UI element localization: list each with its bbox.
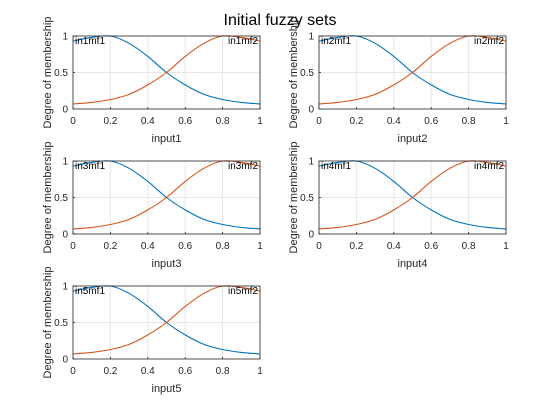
subplot-3: 0 0.2 0.4 0.6 0.8 1 0 0.5 1 input3 Degree of membe… (42, 142, 263, 270)
y-axis-label: Degree of membership (288, 142, 300, 254)
mf-label: in1mf2 (228, 36, 258, 47)
mf-label: in5mf2 (228, 286, 258, 297)
y-tick-label: 1 (62, 282, 68, 293)
y-tick-label: 0 (308, 105, 314, 116)
x-tick-label: 0.2 (349, 241, 363, 252)
mf-label: in1mf1 (75, 36, 105, 47)
x-tick-label: 0.8 (216, 241, 230, 252)
x-tick-label: 0.6 (178, 241, 192, 252)
subplot-2: 0 0.2 0.4 0.6 0.8 1 0 0.5 1 input2 Degree of membe… (288, 17, 509, 145)
y-tick-label: 0.5 (54, 193, 68, 204)
y-tick-label: 1 (62, 32, 68, 43)
subplot-1: 0 0.2 0.4 0.6 0.8 1 0 0.5 1 input1 Degree of membe… (42, 17, 263, 145)
y-tick-label: 0.5 (300, 68, 314, 79)
y-tick-label: 0.5 (54, 318, 68, 329)
x-tick-label: 0.6 (424, 241, 438, 252)
x-tick-label: 0 (316, 116, 322, 127)
x-tick-label: 0.4 (141, 241, 155, 252)
y-tick-label: 0 (62, 105, 68, 116)
mf-label: in3mf2 (228, 161, 258, 172)
y-tick-label: 1 (62, 157, 68, 168)
x-tick-label: 1 (503, 116, 509, 127)
x-tick-label: 0 (70, 241, 76, 252)
x-axis-label: input5 (152, 383, 182, 395)
x-axis-label: input1 (152, 133, 182, 145)
subplot-5: 0 0.2 0.4 0.6 0.8 1 0 0.5 1 input5 Degree of membe… (42, 267, 263, 395)
subplot-4: 0 0.2 0.4 0.6 0.8 1 0 0.5 1 input4 Degree of membe… (288, 142, 509, 270)
figure-title: Initial fuzzy sets (224, 12, 337, 29)
x-axis-label: input2 (398, 133, 428, 145)
y-tick-label: 0.5 (54, 68, 68, 79)
x-tick-label: 0.2 (103, 116, 117, 127)
y-tick-label: 0 (62, 230, 68, 241)
x-tick-label: 0.4 (141, 366, 155, 377)
x-tick-label: 1 (257, 116, 263, 127)
x-tick-label: 1 (503, 241, 509, 252)
y-tick-label: 1 (308, 32, 314, 43)
x-tick-label: 0.2 (349, 116, 363, 127)
x-tick-label: 0 (70, 116, 76, 127)
x-tick-label: 0.2 (103, 241, 117, 252)
mf-label: in4mf1 (321, 161, 351, 172)
x-tick-label: 1 (257, 366, 263, 377)
mf-label: in5mf1 (75, 286, 105, 297)
y-axis-label: Degree of membership (288, 17, 300, 129)
x-tick-label: 0 (70, 366, 76, 377)
x-tick-label: 0.8 (462, 116, 476, 127)
y-axis-label: Degree of membership (42, 17, 54, 129)
x-tick-label: 0 (316, 241, 322, 252)
x-tick-label: 1 (257, 241, 263, 252)
x-tick-label: 0.8 (216, 366, 230, 377)
x-tick-label: 0.4 (387, 241, 401, 252)
x-tick-label: 0.6 (178, 116, 192, 127)
x-tick-label: 0.4 (387, 116, 401, 127)
x-tick-label: 0.8 (462, 241, 476, 252)
y-tick-label: 0 (62, 355, 68, 366)
y-tick-label: 0 (308, 230, 314, 241)
subplot-grid: 0 0.2 0.4 0.6 0.8 1 0 0.5 1 input1 Degree of membe… (42, 17, 509, 395)
y-tick-label: 1 (308, 157, 314, 168)
x-tick-label: 0.6 (178, 366, 192, 377)
mf-label: in3mf1 (75, 161, 105, 172)
x-tick-label: 0.8 (216, 116, 230, 127)
y-axis-label: Degree of membership (42, 267, 54, 379)
y-tick-label: 0.5 (300, 193, 314, 204)
x-tick-label: 0.6 (424, 116, 438, 127)
mf-label: in4mf2 (474, 161, 504, 172)
x-tick-label: 0.2 (103, 366, 117, 377)
x-tick-label: 0.4 (141, 116, 155, 127)
x-axis-label: input3 (152, 258, 182, 270)
mf-label: in2mf2 (474, 36, 504, 47)
x-axis-label: input4 (398, 258, 428, 270)
mf-label: in2mf1 (321, 36, 351, 47)
y-axis-label: Degree of membership (42, 142, 54, 254)
